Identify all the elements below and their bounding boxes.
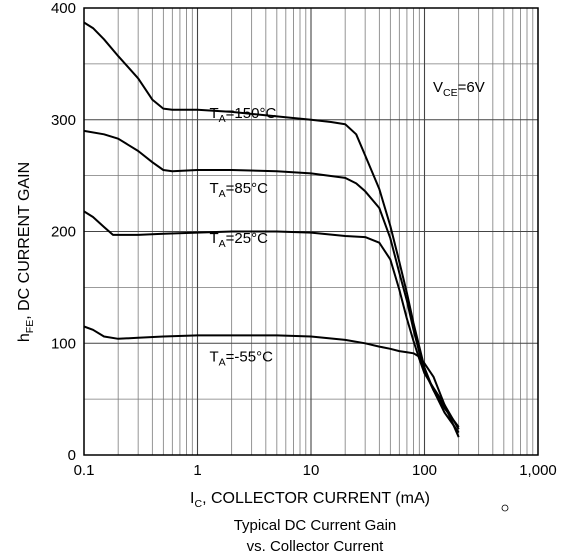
series-lines <box>83 21 460 438</box>
y-tick-label: 100 <box>51 335 76 352</box>
y-tick-label: 200 <box>51 224 76 241</box>
x-tick-label: 1 <box>193 462 201 479</box>
x-tick-label: 10 <box>303 462 320 479</box>
caption-line-2: vs. Collector Current <box>247 538 385 555</box>
series-label-1: TA=150°C <box>209 105 276 125</box>
x-tick-label: 1,000 <box>519 462 557 479</box>
stray-marker <box>501 504 509 512</box>
x-axis-title: IC, COLLECTOR CURRENT (mA) <box>190 490 430 510</box>
y-tick-label: 0 <box>68 447 76 464</box>
series-line-2 <box>83 129 460 428</box>
series-line-4 <box>83 325 460 438</box>
vce-condition-label: VCE=6V <box>433 79 485 99</box>
series-line-1 <box>83 21 460 434</box>
x-tick-label: 0.1 <box>74 462 95 479</box>
plot-frame <box>83 7 539 456</box>
series-labels: TA=150°C TA=85°C TA=25°C TA=-55°C <box>209 105 276 369</box>
series-label-3: TA=25°C <box>209 230 268 250</box>
series-line-3 <box>83 210 460 430</box>
x-tick-label: 100 <box>412 462 437 479</box>
y-tick-label: 300 <box>51 112 76 129</box>
caption-line-1: Typical DC Current Gain <box>234 517 397 534</box>
series-label-2: TA=85°C <box>209 180 268 200</box>
tick-labels: 0 100 200 300 400 0.1 1 10 100 1,000 <box>51 0 557 479</box>
plot-border <box>83 7 539 456</box>
y-tick-label: 400 <box>51 0 76 17</box>
y-axis-title: hFE, DC CURRENT GAIN <box>16 162 36 342</box>
series-label-4: TA=-55°C <box>209 349 273 369</box>
